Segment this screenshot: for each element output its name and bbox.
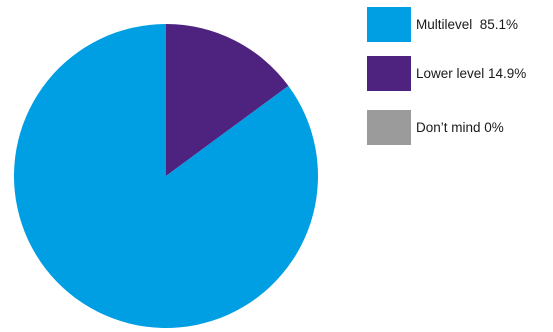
pie-slice-lower-level: [166, 24, 289, 176]
legend-label-lower-level: Lower level 14.9%: [416, 65, 527, 81]
legend-label-multilevel: Multilevel 85.1%: [416, 16, 519, 32]
legend-item-lower-level: Lower level 14.9%: [367, 55, 526, 91]
legend-swatch-lower-level: [367, 55, 411, 91]
pie-chart: [14, 24, 319, 328]
legend-label-dont-mind: Don’t mind 0%: [416, 119, 504, 135]
legend-item-dont-mind: Don’t mind 0%: [367, 109, 504, 145]
legend-swatch-dont-mind: [367, 109, 411, 145]
legend-swatch-multilevel: [367, 6, 411, 42]
legend-item-multilevel: Multilevel 85.1%: [367, 6, 518, 42]
pie-slice-multilevel: [14, 24, 319, 328]
